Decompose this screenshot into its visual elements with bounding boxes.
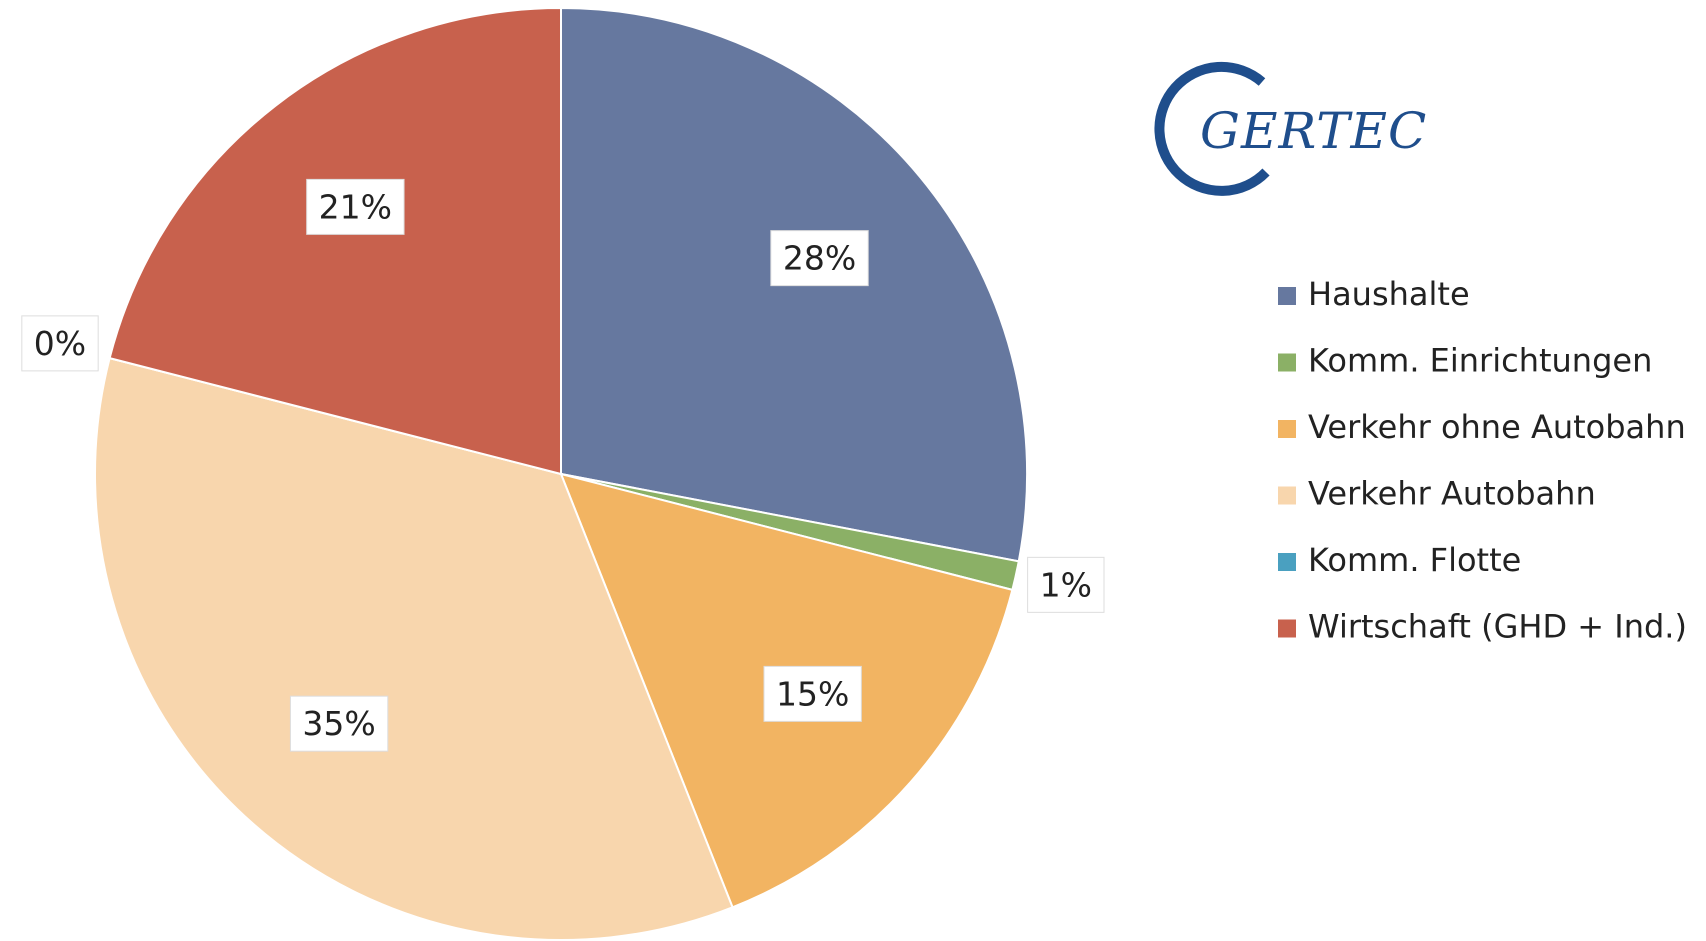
legend-swatch <box>1278 619 1296 638</box>
data-label-text: 15% <box>776 674 849 713</box>
legend-label: Verkehr Autobahn <box>1308 475 1596 513</box>
data-label-box <box>306 178 405 235</box>
legend-swatch <box>1278 287 1296 305</box>
data-label-box <box>770 230 869 287</box>
data-label: 15% <box>763 665 862 722</box>
legend-swatch <box>1278 553 1296 571</box>
data-label-text: 1% <box>1040 565 1092 604</box>
legend-label: Komm. Flotte <box>1308 541 1521 579</box>
pie-slice <box>108 6 562 476</box>
data-label: 35% <box>289 695 389 752</box>
data-label-text: 21% <box>319 187 392 226</box>
legend-label: Wirtschaft (GHD + Ind.) <box>1308 608 1687 646</box>
data-label-text: 0% <box>34 324 86 363</box>
legend-swatch <box>1278 420 1296 438</box>
data-label: 1% <box>1027 556 1105 613</box>
data-label-text: 28% <box>783 239 856 278</box>
data-label-text: 35% <box>302 704 375 743</box>
legend-swatch <box>1278 486 1296 505</box>
data-label-box <box>289 695 389 752</box>
data-label-box <box>763 665 862 722</box>
legend-label: Verkehr ohne Autobahn <box>1308 408 1686 446</box>
logo-text: GERTEC <box>1200 102 1427 160</box>
legend-label: Haushalte <box>1308 275 1470 313</box>
data-label-box <box>21 315 99 372</box>
logo-mark <box>1154 61 1270 196</box>
data-label-box <box>1027 556 1105 613</box>
legend-label: Komm. Einrichtungen <box>1308 342 1652 380</box>
data-label: 0% <box>21 315 99 372</box>
data-label: 28% <box>770 230 869 287</box>
data-label: 21% <box>306 178 405 235</box>
legend-swatch <box>1278 353 1296 372</box>
pie-slice <box>94 356 734 941</box>
